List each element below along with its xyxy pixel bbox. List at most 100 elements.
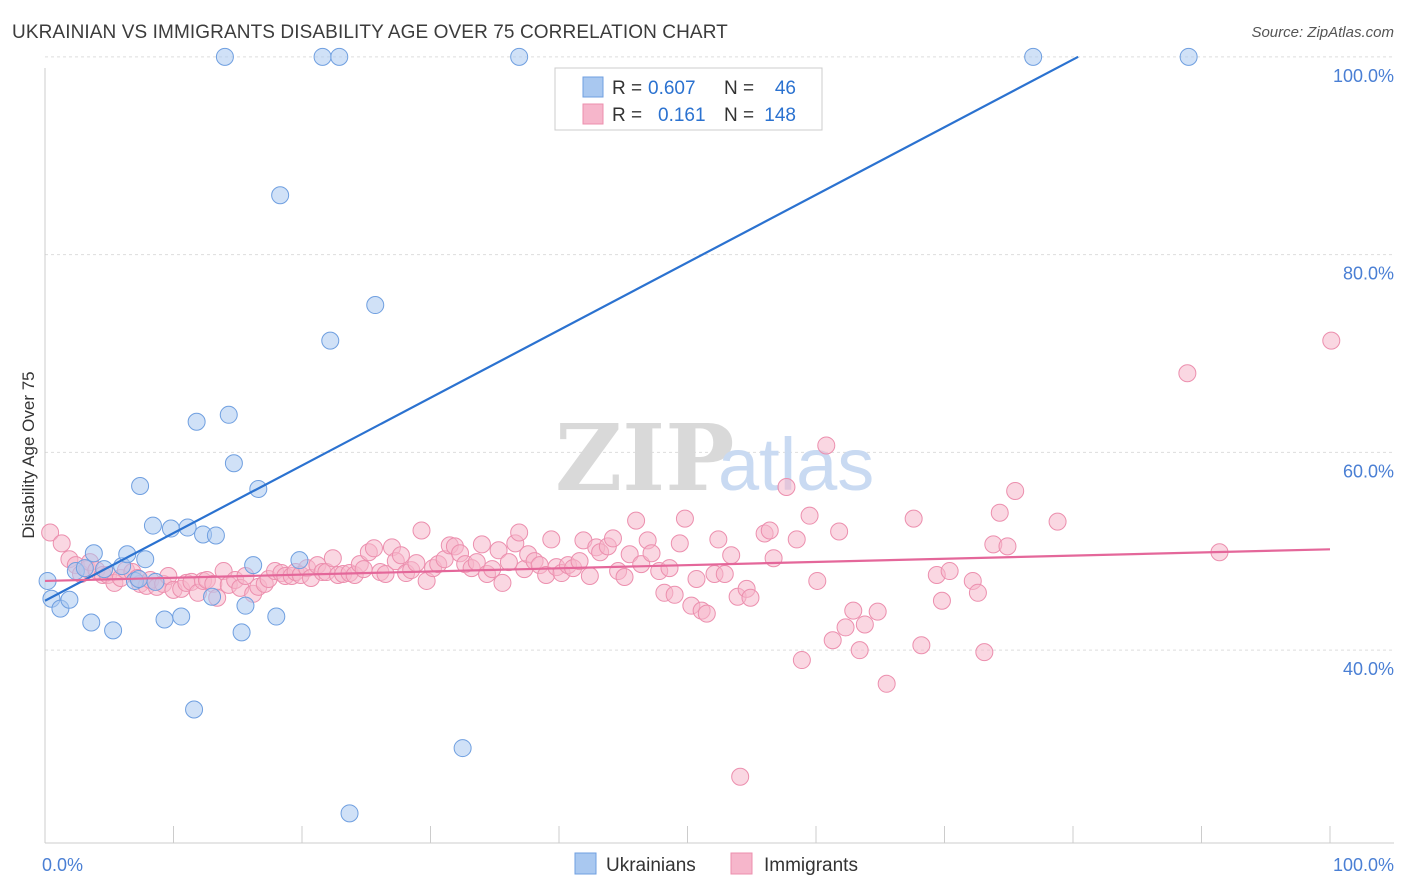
x-tick-label-min: 0.0% [42, 855, 83, 875]
stats-n-value-blue: 46 [775, 78, 796, 99]
axes [44, 68, 1394, 844]
immigrants-point [741, 588, 760, 607]
ukrainians-point [219, 405, 238, 424]
ukrainians-point [236, 596, 255, 615]
immigrants-point [877, 674, 896, 693]
immigrants-point [800, 506, 819, 525]
ukrainians-point [206, 526, 225, 545]
ukrainians-point [321, 331, 340, 350]
stats-legend: R = 0.607 N = 46 R = 0.161 N = 148 [554, 67, 823, 131]
immigrants-point [855, 615, 874, 634]
immigrants-point [603, 529, 622, 548]
immigrants-point [472, 535, 491, 554]
ukrainians-point [366, 296, 385, 315]
legend-label-ukrainians: Ukrainians [606, 855, 696, 876]
stats-r-value-blue: 0.607 [648, 78, 696, 99]
immigrants-point [968, 583, 987, 602]
stats-n-label-blue: N = [724, 78, 754, 99]
immigrants-point [364, 539, 383, 558]
immigrants-point [642, 544, 661, 563]
ukrainians-point [510, 47, 529, 66]
immigrants-point [787, 530, 806, 549]
ukrainians-point [330, 47, 349, 66]
immigrants-point [731, 767, 750, 786]
immigrants-point [615, 567, 634, 586]
ukrainians-point [155, 610, 174, 629]
legend-swatch-ukrainians [574, 852, 597, 875]
immigrants-point [407, 554, 426, 573]
immigrants-point [323, 549, 342, 568]
immigrants-point [697, 604, 716, 623]
y-tick-label: 40.0% [1343, 659, 1394, 679]
immigrants-point [670, 534, 689, 553]
ukrainians-point [232, 623, 251, 642]
immigrants-point [354, 560, 373, 579]
immigrants-point [808, 571, 827, 590]
ukrainians-point [104, 621, 123, 640]
stats-legend-pink-swatch [582, 103, 604, 125]
ukrainians-point [187, 412, 206, 431]
ukrainians-point [271, 186, 290, 205]
immigrants-point [777, 478, 796, 496]
immigrants-point [830, 522, 849, 541]
immigrants-point [391, 546, 410, 565]
ukrainians-point [267, 607, 286, 626]
ukrainians-point [340, 804, 359, 823]
immigrants-point [660, 559, 679, 578]
stats-n-value-pink: 148 [764, 105, 796, 126]
ukrainians-point [185, 700, 204, 719]
ukrainians-point [143, 516, 162, 535]
immigrants-point [940, 562, 959, 581]
stats-n-label-pink: N = [724, 105, 754, 126]
immigrants-point [1006, 481, 1025, 500]
immigrants-point [627, 511, 646, 530]
watermark: ZIP atlas [555, 404, 874, 512]
source-credit: Source: ZipAtlas.com [1251, 24, 1394, 41]
immigrants-point [844, 601, 863, 620]
series-ukrainians [38, 47, 1198, 823]
immigrants-point [904, 509, 923, 528]
ukrainians-point [172, 607, 191, 626]
immigrants-point [412, 521, 431, 540]
immigrants-point [376, 565, 395, 584]
immigrants-point [836, 618, 855, 637]
ukrainians-point [224, 454, 243, 473]
data-points [38, 47, 1341, 823]
series-immigrants [41, 331, 1341, 786]
immigrants-point [850, 641, 869, 660]
ukrainians-point [60, 590, 79, 609]
immigrants-point [823, 631, 842, 650]
immigrants-point [760, 521, 779, 540]
immigrants-point [1048, 512, 1067, 531]
stats-legend-blue-swatch [582, 76, 604, 98]
immigrants-point [620, 545, 639, 564]
trend-line-immigrants [44, 548, 1331, 583]
immigrants-point [499, 553, 518, 572]
ukrainians-point [1179, 47, 1198, 66]
watermark-zip: ZIP [555, 404, 734, 512]
x-tick-label-max: 100.0% [1333, 855, 1394, 875]
immigrants-point [52, 534, 71, 553]
immigrants-point [722, 546, 741, 565]
ukrainians-point [313, 47, 332, 66]
immigrants-point [912, 636, 931, 655]
ukrainians-point [215, 47, 234, 66]
immigrants-point [868, 602, 887, 621]
ukrainians-point [136, 550, 155, 569]
y-tick-label: 80.0% [1343, 264, 1394, 284]
ukrainians-point [146, 572, 165, 591]
y-tick-label: 60.0% [1343, 461, 1394, 481]
immigrants-point [817, 436, 836, 455]
ukrainians-point [453, 739, 472, 758]
ukrainians-point [82, 613, 101, 632]
immigrants-point [932, 591, 951, 610]
immigrants-point [1178, 364, 1197, 383]
series-legend: Ukrainians Immigrants [574, 852, 858, 876]
immigrants-point [41, 523, 60, 542]
immigrants-point [675, 509, 694, 528]
immigrants-point [990, 503, 1009, 522]
stats-r-label-pink: R = [612, 105, 642, 126]
immigrants-point [998, 537, 1017, 556]
y-axis-label: Disability Age Over 75 [19, 371, 38, 538]
